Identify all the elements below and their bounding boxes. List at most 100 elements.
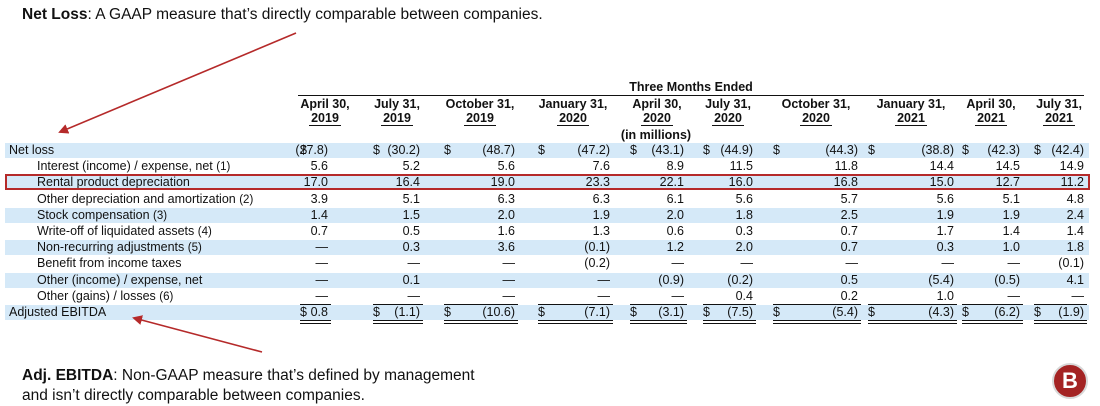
total-double-underline [773, 320, 861, 324]
table-cell: 3.6 [497, 240, 515, 255]
table-cell: 11.8 [834, 159, 858, 174]
table-cell: (1.1) [394, 305, 420, 319]
column-header-line1: April 30, [300, 97, 350, 111]
table-cell: — [502, 256, 516, 271]
currency-symbol: $ [773, 143, 780, 157]
currency-symbol: $ [300, 305, 307, 319]
table-cell: 1.0 [936, 288, 954, 303]
in-millions-note: (in millions) [620, 128, 692, 142]
column-header-line2: 2021 [895, 111, 927, 126]
adj-ebitda-annotation-line2: and isn’t directly comparable between co… [22, 387, 365, 404]
table-cell: (0.1) [1058, 256, 1084, 271]
table-cell: (42.3) [987, 143, 1020, 157]
table-cell: (7.1) [584, 305, 610, 319]
table-cell: 1.3 [592, 224, 610, 238]
row-footnote-ref: (3) [153, 209, 168, 222]
table-cell: 16.0 [728, 175, 753, 190]
row-label-text: Non-recurring adjustments [37, 240, 185, 255]
table-cell: (44.3) [825, 143, 858, 157]
row-label-text: Other (income) / expense, net [37, 272, 203, 287]
adj-ebitda-annotation-title: Adj. EBITDA [22, 367, 114, 384]
table-cell: 0.3 [936, 240, 954, 255]
table-cell: 0.6 [666, 224, 684, 238]
currency-symbol: $ [444, 305, 451, 319]
total-double-underline [444, 320, 518, 324]
row-stripe [5, 272, 1089, 288]
table-cell: 11.5 [729, 159, 753, 174]
currency-symbol: $ [300, 143, 307, 157]
net-loss-annotation: Net Loss: A GAAP measure that’s directly… [22, 5, 543, 25]
table-cell: 1.4 [1066, 224, 1084, 238]
table-cell: (42.4) [1051, 143, 1084, 157]
table-cell: 1.9 [1002, 207, 1020, 222]
row-stripe [5, 143, 1089, 158]
table-cell: 14.9 [1059, 159, 1084, 174]
rental-depreciation-highlight-box [5, 174, 1090, 191]
table-cell: (0.9) [658, 272, 684, 287]
table-cell: — [502, 272, 516, 287]
column-header-line1: July 31, [1036, 97, 1082, 111]
table-cell: 22.1 [659, 175, 684, 190]
table-cell: 2.0 [735, 240, 753, 255]
table-cell: (7.5) [727, 305, 753, 319]
column-header: October 31, 2020 [766, 97, 866, 126]
column-header: April 30, 2019 [275, 97, 375, 126]
table-cell: (27.8) [295, 143, 328, 157]
column-header: July 31, 2020 [678, 97, 778, 126]
brand-logo-letter: B [1062, 368, 1078, 393]
row-footnote-ref: (6) [159, 290, 174, 303]
total-double-underline [1034, 320, 1087, 324]
row-footnote-ref: (4) [197, 226, 212, 238]
column-header-line2: 2021 [1043, 111, 1075, 126]
adj-ebitda-annotation: Adj. EBITDA: Non-GAAP measure that’s def… [22, 366, 475, 406]
currency-symbol: $ [962, 143, 969, 157]
subtotal-underline [538, 303, 613, 305]
table-cell: 1.5 [402, 207, 420, 222]
column-header-line2: 2019 [309, 111, 341, 126]
table-cell: 0.8 [310, 305, 328, 319]
row-label-text: Other depreciation and amortization [37, 191, 236, 206]
row-label-text: Write-off of liquidated assets [37, 224, 195, 238]
subtotal-underline [868, 303, 957, 305]
column-header: April 30, 2020 [607, 97, 707, 126]
table-cell: 12.7 [995, 175, 1020, 190]
table-cell: — [1007, 256, 1021, 271]
row-label: Benefit from income taxes [37, 256, 182, 271]
table-cell: 7.6 [592, 159, 610, 174]
column-header-line2: 2020 [712, 111, 744, 126]
column-header: July 31, 2019 [347, 97, 447, 126]
currency-symbol: $ [630, 305, 637, 319]
table-cell: 8.9 [666, 159, 684, 174]
table-cell: 5.6 [735, 191, 753, 206]
table-cell: 0.5 [840, 272, 858, 287]
table-cell: 0.3 [735, 224, 753, 238]
row-stripe [5, 175, 1089, 191]
currency-symbol: $ [630, 143, 637, 157]
column-header: October 31, 2019 [430, 97, 530, 126]
column-header-line1: October 31, [445, 97, 515, 111]
table-cell: 0.7 [840, 224, 858, 238]
table-cell: 5.6 [497, 159, 515, 174]
table-cell: (48.7) [482, 143, 515, 157]
column-header: January 31, 2020 [523, 97, 623, 126]
table-cell: — [315, 288, 329, 303]
total-double-underline [962, 320, 1023, 324]
table-cell: 5.1 [1002, 191, 1020, 206]
table-cell: 1.9 [936, 207, 954, 222]
row-stripe [5, 240, 1089, 256]
row-label-text: Interest (income) / expense, net [37, 159, 213, 174]
table-cell: 0.4 [735, 288, 753, 303]
column-header-line1: January 31, [538, 97, 608, 111]
table-cell: 5.6 [936, 191, 954, 206]
table-cell: — [597, 288, 611, 303]
row-label: Other (income) / expense, net [37, 273, 202, 288]
table-cell: — [845, 256, 859, 271]
total-double-underline [373, 320, 423, 324]
row-footnote-ref: (5) [187, 242, 202, 255]
column-header-line2: 2019 [464, 111, 496, 126]
subtotal-underline [300, 303, 331, 305]
table-cell: 19.0 [490, 175, 515, 190]
row-footnote-ref: (2) [239, 193, 254, 206]
table-cell: 2.4 [1066, 207, 1084, 222]
